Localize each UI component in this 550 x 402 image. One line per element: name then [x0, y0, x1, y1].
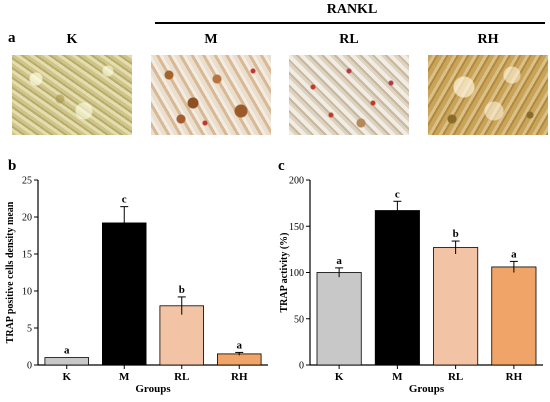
micrograph-rl [289, 55, 409, 135]
x-tick-label: M [119, 371, 130, 383]
x-axis-label: Groups [409, 383, 445, 395]
y-tick-label: 5 [27, 324, 32, 335]
y-tick-label: 150 [289, 222, 304, 233]
panel-a-label: a [8, 30, 16, 46]
bar-m [102, 222, 147, 366]
y-tick-label: 25 [22, 176, 32, 187]
y-tick-label: 10 [22, 287, 32, 298]
y-tick-label: 200 [289, 176, 304, 187]
micrograph-k [12, 55, 132, 135]
micrograph-rh [428, 55, 548, 135]
y-tick-label: 0 [299, 361, 304, 372]
y-axis-label: TRAP activity (%) [279, 233, 290, 313]
significance-label: a [511, 248, 517, 260]
panel-c-label: c [278, 158, 285, 174]
significance-label: a [237, 339, 243, 351]
image-label-k: K [66, 32, 78, 47]
image-label-rl: RL [339, 32, 359, 47]
y-tick-label: 100 [289, 268, 304, 279]
significance-label: b [453, 228, 459, 240]
significance-label: a [336, 255, 342, 267]
chart-trap-activity: 0 50 100 150 200 a Kc Mb RL a RH Groups TRAP activit… [279, 176, 543, 395]
bar-rl [159, 305, 204, 366]
bar-m [374, 210, 420, 366]
x-axis-label: Groups [135, 383, 171, 395]
significance-label: c [395, 188, 400, 200]
x-tick-label: M [392, 371, 403, 383]
y-tick-label: 50 [294, 314, 304, 325]
chart-trap-positive-cells: 0 5 10 15 20 25 a Kc Mb RL a RH Groups TRAP positive … [5, 176, 268, 395]
y-tick-label: 15 [22, 250, 32, 261]
bar-rh [216, 353, 262, 366]
rankl-bracket-line [155, 22, 545, 24]
image-label-rh: RH [477, 32, 499, 47]
bar-k [44, 357, 90, 366]
y-axis-label: TRAP positive cells density mean [5, 201, 16, 343]
x-tick-label: RL [174, 371, 189, 383]
y-tick-label: 0 [27, 361, 32, 372]
significance-label: a [64, 345, 70, 357]
significance-label: c [122, 194, 127, 206]
y-tick-label: 20 [22, 213, 32, 224]
x-tick-label: RH [506, 371, 523, 383]
x-tick-label: RH [231, 371, 248, 383]
micrograph-m [151, 55, 271, 135]
x-tick-label: K [335, 371, 344, 383]
image-label-m: M [204, 32, 218, 47]
bar-rl [433, 247, 479, 366]
x-tick-label: K [62, 371, 71, 383]
bar-k [316, 272, 362, 366]
rankl-label: RANKL [326, 2, 378, 17]
x-tick-label: RL [448, 371, 463, 383]
bar-rh [491, 266, 537, 366]
significance-label: b [179, 284, 185, 296]
panel-b-label: b [8, 158, 17, 174]
